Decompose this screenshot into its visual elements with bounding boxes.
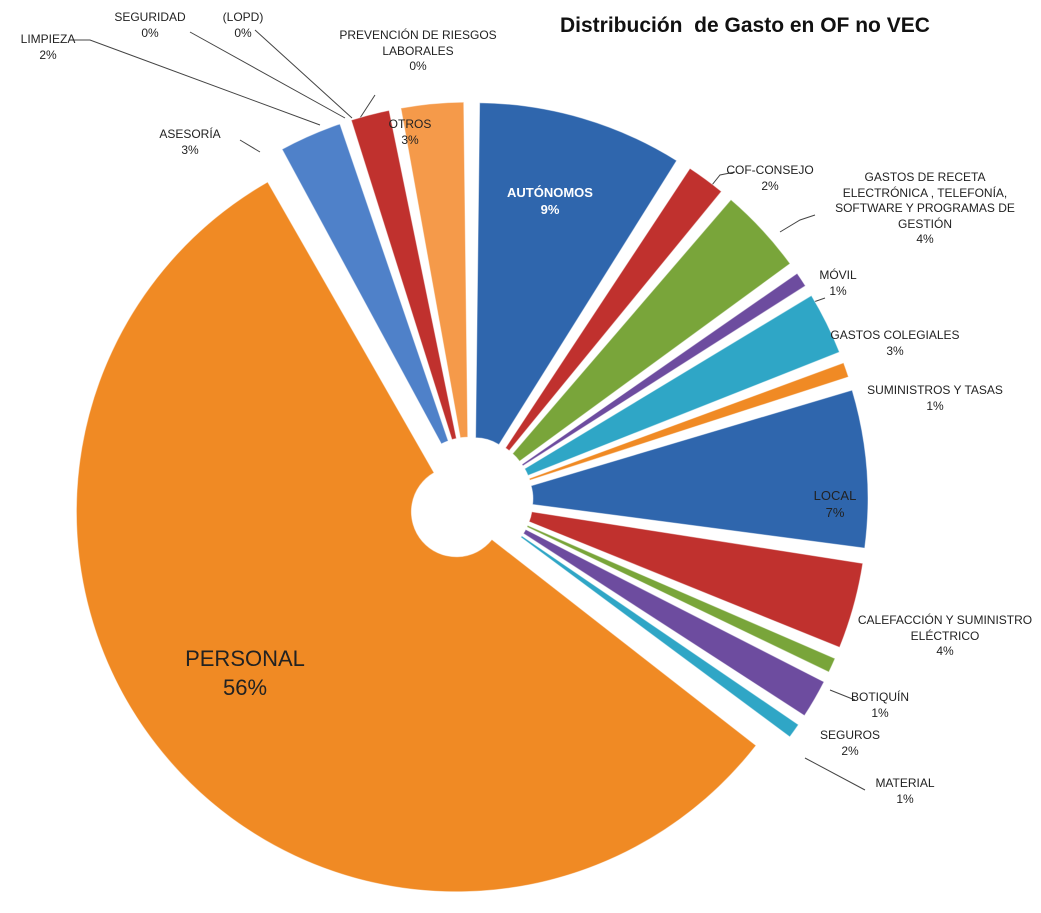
category-label: PERSONAL <box>185 646 305 671</box>
category-label: CALEFACCIÓN Y SUMINISTRO ELÉCTRICO <box>857 613 1033 643</box>
leader-line <box>254 29 353 119</box>
slice-label: GASTOS COLEGIALES 3% <box>815 328 975 359</box>
pie-slice <box>523 294 841 477</box>
value-label: 0% <box>409 59 427 74</box>
category-label: SEGURIDAD <box>114 10 186 24</box>
value-label: 9% <box>540 201 560 217</box>
slice-label: MATERIAL 1% <box>860 776 950 807</box>
value-label: 2% <box>841 743 859 758</box>
slice-label: COF-CONSEJO 2% <box>710 163 830 194</box>
pie-slice <box>400 101 469 439</box>
pie-slice <box>521 272 807 467</box>
category-label: MATERIAL <box>875 776 935 790</box>
category-label: SEGUROS <box>819 728 880 742</box>
slice-label: SEGURIDAD 0% <box>100 10 200 41</box>
category-label: AUTÓNOMOS <box>507 185 593 200</box>
slice-label: AUTÓNOMOS 9% <box>480 185 620 219</box>
slice-label: SEGUROS 2% <box>805 728 895 759</box>
pie-slice <box>475 102 678 446</box>
slice-label: (LOPD) 0% <box>208 10 278 41</box>
category-label: COF-CONSEJO <box>726 163 814 177</box>
value-label: 3% <box>401 132 419 147</box>
pie-slice <box>350 109 458 441</box>
category-label: GASTOS COLEGIALES <box>830 328 960 342</box>
slice-label: OTROS 3% <box>370 117 450 148</box>
category-label: (LOPD) <box>222 10 264 24</box>
value-label: 4% <box>916 232 934 247</box>
pie-slice <box>522 528 825 717</box>
slice-label: BOTIQUÍN 1% <box>835 690 925 721</box>
leader-line <box>359 94 376 119</box>
leader-line <box>804 757 866 791</box>
pie-slice <box>528 511 864 649</box>
value-label: 2% <box>761 178 779 193</box>
slice-label: MÓVIL 1% <box>798 268 878 299</box>
leader-lines <box>70 29 866 791</box>
value-label: 2% <box>39 47 57 62</box>
leader-line <box>70 39 321 126</box>
value-label: 0% <box>234 25 252 40</box>
category-label: LOCAL <box>813 488 857 503</box>
value-label: 4% <box>936 644 954 659</box>
pie-slice <box>528 362 850 481</box>
pie-slice <box>75 181 757 893</box>
category-label: LIMPIEZA <box>20 32 76 46</box>
pie-slice <box>504 167 723 452</box>
value-label: 1% <box>871 705 889 720</box>
leader-line <box>829 689 856 701</box>
slice-label: CALEFACCIÓN Y SUMINISTRO ELÉCTRICO 4% <box>845 613 1041 660</box>
slice-label: PERSONAL 56% <box>145 645 345 702</box>
chart-title: Distribución de Gasto en OF no VEC <box>560 14 930 37</box>
value-label: 7% <box>825 504 845 520</box>
slice-label: ASESORÍA 3% <box>145 127 235 158</box>
category-label: OTROS <box>388 117 432 131</box>
slice-label: GASTOS DE RECETA ELECTRÓNICA , TELEFONÍA… <box>825 170 1025 248</box>
category-label: SUMINISTROS Y TASAS <box>867 383 1003 397</box>
category-label: PREVENCIÓN DE RIESGOS LABORALES <box>339 28 497 58</box>
value-label: 3% <box>181 142 199 157</box>
slice-label: LIMPIEZA 2% <box>3 32 93 63</box>
slice-label: PREVENCIÓN DE RIESGOS LABORALES 0% <box>308 28 528 75</box>
value-label: 3% <box>886 343 904 358</box>
category-label: GASTOS DE RECETA ELECTRÓNICA , TELEFONÍA… <box>835 170 1015 231</box>
value-label: 56% <box>222 674 268 700</box>
slice-label: SUMINISTROS Y TASAS 1% <box>840 383 1030 414</box>
leader-line <box>189 31 346 119</box>
value-label: 1% <box>896 791 914 806</box>
pie-slice <box>520 535 800 738</box>
leader-line <box>239 139 261 153</box>
category-label: ASESORÍA <box>159 127 221 141</box>
value-label: 1% <box>926 398 944 413</box>
pie-slice <box>526 524 836 673</box>
pie-slice <box>281 123 449 445</box>
category-label: BOTIQUÍN <box>850 690 909 704</box>
pie-slice <box>530 389 869 549</box>
value-label: 0% <box>141 25 159 40</box>
pie-slice <box>511 198 791 462</box>
category-label: MÓVIL <box>819 268 857 282</box>
leader-line <box>779 214 816 233</box>
value-label: 1% <box>829 283 847 298</box>
slice-label: LOCAL 7% <box>795 488 875 522</box>
